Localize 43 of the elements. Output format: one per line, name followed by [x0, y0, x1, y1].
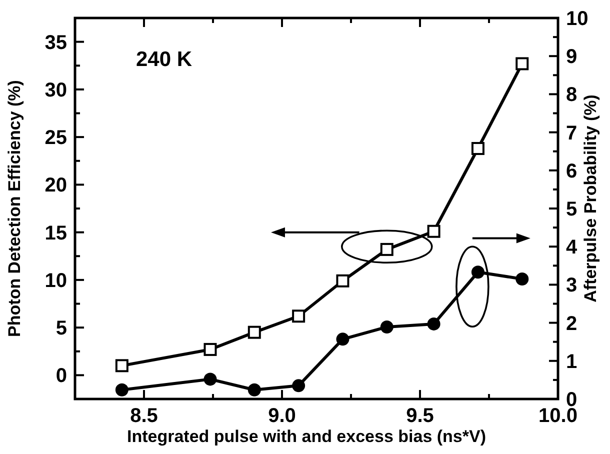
point — [248, 326, 261, 339]
point — [336, 274, 350, 288]
point — [115, 359, 128, 372]
y-tick-label: 35 — [44, 32, 67, 54]
x-tick-label: 8.5 — [130, 405, 158, 427]
point — [516, 57, 529, 70]
x-axis-title: Integrated pulse with and excess bias (ns*V) — [127, 427, 486, 446]
y2-tick-label: 6 — [566, 160, 578, 182]
point — [204, 372, 217, 386]
y2-tick-label: 10 — [566, 8, 588, 30]
point — [115, 383, 128, 396]
y-tick-label: 15 — [44, 222, 67, 244]
point — [471, 142, 484, 155]
y2-tick-label: 2 — [566, 312, 578, 335]
y2-tick-label: 3 — [566, 274, 578, 297]
y2-tick-label: 1 — [566, 350, 578, 373]
point — [380, 242, 394, 256]
y2-tick-label: 4 — [566, 236, 578, 259]
point — [516, 272, 529, 286]
y2-axis-title: Afterpulse Probability (%) — [581, 94, 600, 302]
point — [427, 317, 440, 330]
y-tick-label: 0 — [56, 365, 67, 388]
point — [427, 224, 440, 238]
annotation: 240 K — [136, 48, 192, 71]
point — [248, 383, 261, 396]
point — [380, 320, 394, 334]
point — [336, 332, 350, 346]
y-tick-label: 20 — [44, 174, 67, 197]
y-tick-label: 5 — [56, 318, 67, 340]
y2-tick-label: 5 — [566, 198, 578, 220]
y2-tick-label: 7 — [566, 122, 578, 144]
y-tick-label: 25 — [44, 127, 67, 150]
y-axis-title: Photon Detection Efficiency (%) — [5, 80, 24, 337]
x-tick-label: 9.0 — [268, 405, 296, 427]
y-tick-label: 10 — [44, 270, 67, 292]
point — [292, 379, 306, 392]
point — [292, 310, 306, 323]
x-tick-label: 9.5 — [406, 405, 434, 427]
y-tick-label: 30 — [44, 79, 67, 102]
y2-tick-label: 9 — [566, 46, 578, 68]
y2-tick-label: 8 — [566, 84, 578, 106]
point — [204, 342, 217, 356]
point — [471, 266, 484, 279]
